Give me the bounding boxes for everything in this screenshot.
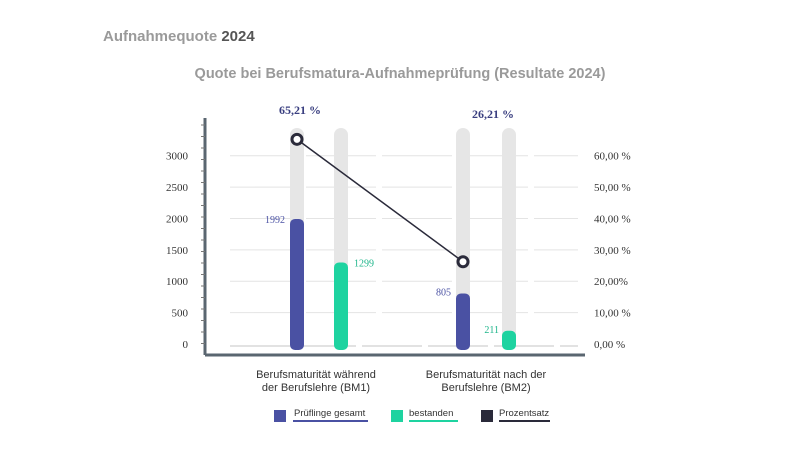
percent-line <box>296 138 464 263</box>
data-label-bar: 805 <box>436 287 451 298</box>
percent-point <box>456 255 470 269</box>
data-label-bar: 211 <box>484 325 499 336</box>
chart-title: Quote bei Berufsmatura-Aufnahmeprüfung (… <box>194 66 606 82</box>
y-left-tick-label: 1500 <box>166 245 189 257</box>
y-right-tick-label: 40,00 % <box>594 213 631 225</box>
y-right-tick-label: 50,00 % <box>594 182 631 194</box>
data-label-bar: 1992 <box>265 215 285 226</box>
legend-swatch <box>481 410 493 422</box>
category-label: Berufslehre (BM2) <box>441 382 530 394</box>
y-right-tick-label: 60,00 % <box>594 151 631 163</box>
data-label-percent: 65,21 % <box>279 103 321 117</box>
y-left-tick-label: 2000 <box>166 213 189 225</box>
legend-swatch <box>274 410 286 422</box>
y-left-tick-label: 2500 <box>166 182 189 194</box>
y-left-tick-label: 0 <box>183 339 189 351</box>
y-right-tick-label: 10,00 % <box>594 308 631 320</box>
header-prefix: Aufnahmequote <box>103 28 218 45</box>
header-year: 2024 <box>221 28 255 45</box>
y-left-tick-label: 3000 <box>166 151 189 163</box>
page-header: Aufnahmequote 2024 <box>103 28 255 45</box>
bar <box>334 262 348 350</box>
data-label-percent: 26,21 % <box>472 107 514 121</box>
legend-label: Prozentsatz <box>499 408 549 419</box>
bar <box>502 330 516 350</box>
category-label: Berufsmaturität während <box>256 369 376 381</box>
y-right-tick-label: 30,00 % <box>594 245 631 257</box>
data-label-bar: 1299 <box>354 258 374 269</box>
bar-track <box>502 128 516 350</box>
bar <box>290 218 304 350</box>
percent-point <box>290 132 304 146</box>
y-left-tick-label: 500 <box>172 308 189 320</box>
category-label: Berufsmaturität nach der <box>426 369 547 381</box>
category-label: der Berufslehre (BM1) <box>262 382 370 394</box>
y-right-tick-label: 0,00 % <box>594 339 625 351</box>
legend-swatch <box>391 410 403 422</box>
y-left-tick-label: 1000 <box>166 276 189 288</box>
y-right-tick-label: 20,00% <box>594 276 628 288</box>
bar <box>456 293 470 350</box>
legend-label: bestanden <box>409 408 453 419</box>
legend-label: Prüflinge gesamt <box>294 408 366 419</box>
